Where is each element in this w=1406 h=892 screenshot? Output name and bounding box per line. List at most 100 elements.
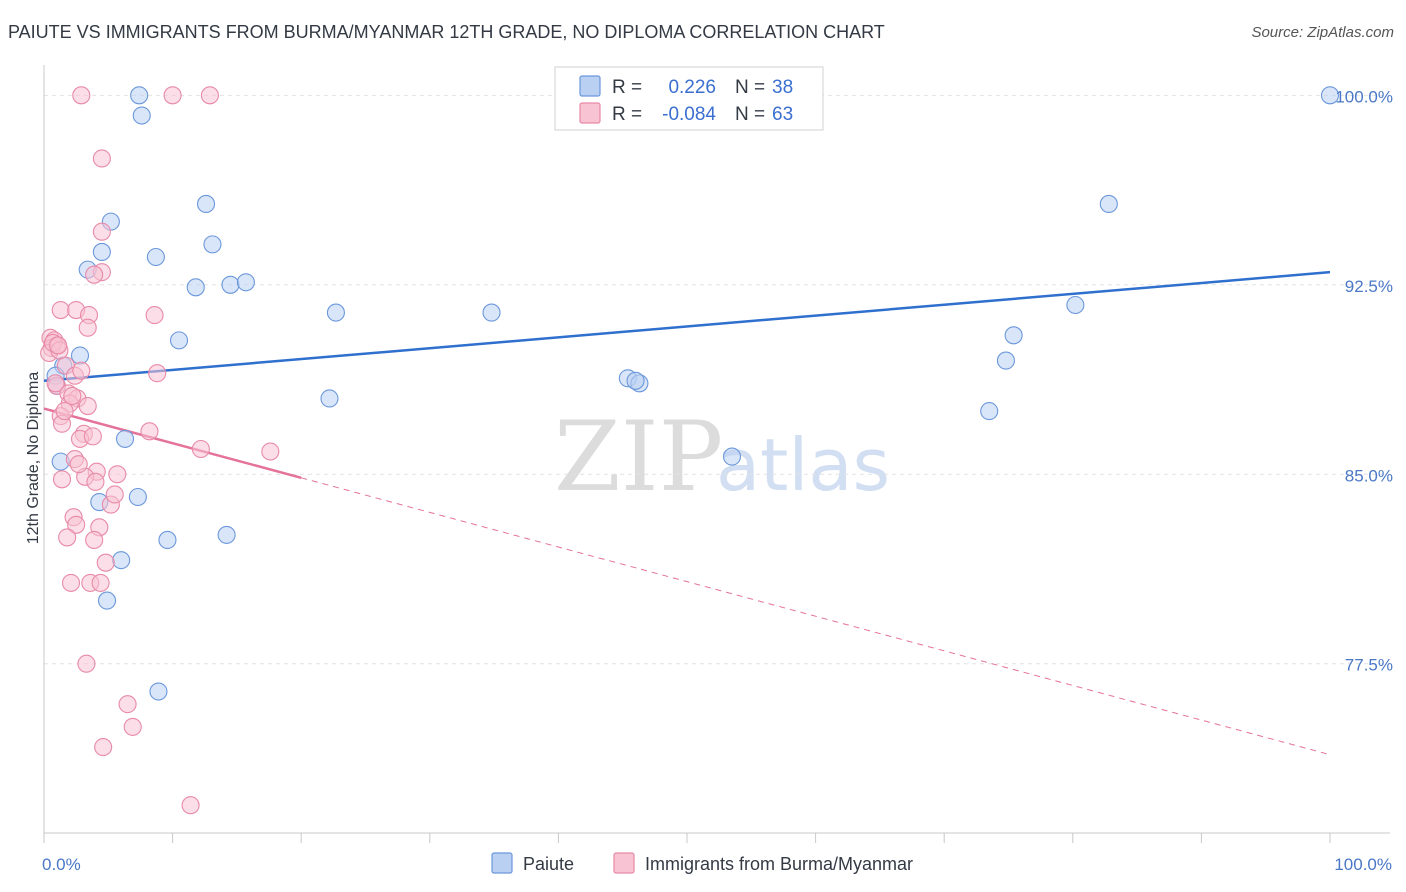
stats-legend: R = 0.226 N = 38 R = -0.084 N = 63 [554,66,824,131]
point-burma [61,573,81,592]
point-burma [92,222,111,241]
y-tick-label: 85.0% [1345,466,1393,485]
series-legend-label-burma: Immigrants from Burma/Myanmar [645,854,913,874]
point-paiute [132,106,151,125]
point-paiute [722,447,742,466]
y-tick-label: 92.5% [1345,277,1393,296]
y-tick-label: 77.5% [1345,656,1393,675]
point-burma [51,301,70,320]
point-paiute [186,278,205,297]
point-burma [77,654,96,673]
series-legend-label-paiute: Paiute [523,854,574,874]
point-paiute [1320,86,1340,105]
series-legend-swatch-burma [613,852,635,874]
point-paiute [92,242,111,261]
point-burma [78,318,97,337]
point-paiute [130,86,149,105]
point-burma [49,336,68,355]
legend-n-label-paiute: N = [735,77,765,98]
trend-lines [43,270,1331,756]
point-paiute [1066,295,1085,315]
point-paiute [112,551,131,570]
point-burma [261,442,280,461]
series-legend-swatch-paiute [491,852,513,874]
point-burma [105,485,124,504]
watermark-atlas: atlas [716,423,890,507]
point-burma [72,361,91,380]
point-burma [63,386,82,405]
point-paiute [482,303,501,322]
point-paiute [128,487,147,507]
point-burma [86,472,105,491]
chart-title: PAIUTE VS IMMIGRANTS FROM BURMA/MYANMAR … [8,22,885,42]
point-paiute [221,275,240,294]
trend-line-extension-burma [301,477,1331,756]
legend-r-label-burma: R = [612,104,642,125]
point-burma [67,515,86,534]
trend-line-paiute [43,270,1331,383]
point-burma [140,422,159,441]
point-paiute [115,429,135,448]
point-burma [91,573,110,592]
point-burma [145,306,164,325]
gridlines [44,94,1390,665]
point-burma [96,553,115,572]
legend-n-label-burma: N = [735,104,765,125]
point-burma [46,374,65,393]
legend-swatch-burma [579,102,601,124]
point-paiute [626,371,645,390]
legend-swatch-paiute [579,75,601,97]
point-paiute [146,247,165,267]
point-burma [55,402,74,421]
point-paiute [70,346,90,365]
legend-n-value-paiute: 38 [772,77,793,98]
series-legend: Paiute Immigrants from Burma/Myanmar [491,852,913,874]
point-paiute [236,273,255,292]
point-paiute [217,525,236,544]
point-burma [118,695,137,714]
point-burma [58,528,77,547]
point-burma [94,738,113,757]
point-burma [83,427,102,446]
point-burma [200,86,219,105]
chart-source: Source: ZipAtlas.com [1251,24,1394,41]
legend-r-label-paiute: R = [612,77,642,98]
tick-labels: 100.0% 92.5% 85.0% 77.5% 0.0% 100.0% [42,87,1393,874]
point-burma [123,717,142,736]
point-paiute [158,530,177,549]
axes [43,65,1390,843]
watermark-zip: ZIP [554,401,723,513]
data-points [40,86,1340,815]
point-paiute [320,389,339,408]
point-burma [108,465,127,484]
x-tick-label: 100.0% [1334,855,1392,874]
legend-n-value-burma: 63 [772,104,793,125]
legend-r-value-burma: -0.084 [662,104,716,125]
point-burma [85,265,104,284]
point-paiute [980,402,999,421]
point-paiute [203,235,222,254]
trend-line-burma [43,407,302,480]
point-burma [148,364,167,383]
point-paiute [149,682,168,701]
point-burma [181,796,200,815]
point-paiute [1099,194,1118,213]
watermark: ZIP atlas [554,401,890,513]
point-burma [72,86,91,105]
y-axis-label: 12th Grade, No Diploma [25,372,42,545]
point-burma [92,149,111,168]
point-paiute [169,331,189,350]
point-burma [78,397,97,416]
point-burma [163,86,182,105]
point-paiute [196,194,216,213]
point-burma [52,470,72,489]
point-paiute [97,591,117,610]
point-paiute [1004,326,1023,345]
y-tick-label: 100.0% [1335,87,1393,106]
legend-r-value-paiute: 0.226 [668,77,716,98]
x-tick-label: 0.0% [42,855,81,874]
point-burma [191,439,210,459]
point-burma [85,530,104,549]
point-paiute [996,351,1015,370]
